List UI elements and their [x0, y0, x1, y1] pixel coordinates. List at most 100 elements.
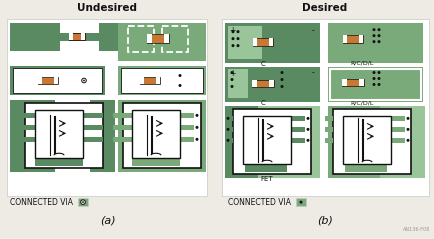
Bar — [83, 113, 103, 118]
Circle shape — [306, 117, 309, 120]
Bar — [290, 138, 304, 143]
Bar — [164, 34, 169, 43]
Bar — [224, 116, 233, 121]
Circle shape — [377, 77, 380, 80]
Circle shape — [226, 128, 229, 131]
Bar — [344, 164, 386, 172]
Bar — [118, 100, 206, 172]
Circle shape — [231, 44, 234, 47]
Bar — [324, 116, 332, 121]
Bar — [342, 116, 390, 164]
Bar — [130, 28, 151, 50]
Circle shape — [372, 71, 375, 74]
Circle shape — [236, 44, 239, 47]
Bar — [244, 164, 286, 172]
Circle shape — [405, 117, 408, 120]
Circle shape — [236, 30, 239, 33]
Bar — [251, 80, 273, 87]
Circle shape — [377, 28, 380, 31]
Bar — [155, 76, 160, 85]
Bar — [290, 116, 304, 121]
Bar — [10, 23, 60, 51]
Bar — [93, 33, 111, 41]
Circle shape — [236, 37, 239, 40]
Bar — [358, 35, 362, 43]
Text: C: C — [260, 100, 265, 106]
Bar — [224, 138, 233, 143]
Bar — [253, 38, 257, 46]
Text: CONNECTED VIA: CONNECTED VIA — [10, 198, 73, 207]
Bar — [38, 76, 42, 85]
Bar — [69, 33, 72, 40]
Circle shape — [377, 71, 380, 74]
Bar — [180, 137, 194, 142]
Circle shape — [280, 78, 283, 81]
Bar — [379, 106, 424, 178]
Circle shape — [83, 80, 85, 81]
Bar — [111, 23, 141, 51]
Circle shape — [80, 199, 85, 205]
Bar — [257, 106, 319, 178]
Bar — [99, 23, 115, 51]
Bar — [140, 76, 160, 85]
Bar — [60, 33, 78, 41]
Text: R/C/D/L: R/C/D/L — [349, 60, 373, 65]
Bar — [327, 106, 424, 178]
Text: (a): (a) — [100, 215, 115, 225]
Bar — [164, 28, 186, 50]
Bar — [227, 69, 247, 98]
Circle shape — [195, 126, 198, 129]
Bar — [269, 80, 273, 87]
Bar — [118, 65, 206, 95]
Circle shape — [81, 78, 87, 83]
Bar — [90, 100, 115, 172]
Circle shape — [231, 37, 234, 40]
Bar — [13, 68, 102, 93]
Bar — [121, 68, 203, 93]
Text: CONNECTED VIA: CONNECTED VIA — [227, 198, 290, 207]
Text: FET: FET — [260, 176, 273, 182]
Circle shape — [230, 71, 233, 74]
Text: +: + — [228, 69, 235, 77]
Bar — [111, 23, 141, 51]
Circle shape — [82, 201, 84, 203]
Bar — [224, 66, 319, 103]
Text: R/C/D/L: R/C/D/L — [349, 100, 373, 105]
Bar — [224, 23, 319, 63]
Bar — [78, 198, 88, 206]
Circle shape — [82, 79, 85, 82]
Bar — [251, 80, 256, 87]
Bar — [161, 26, 187, 52]
Bar — [113, 113, 133, 118]
Bar — [132, 158, 180, 166]
Circle shape — [280, 85, 283, 88]
Circle shape — [377, 34, 380, 37]
Text: Undesired: Undesired — [77, 3, 137, 13]
Bar — [123, 103, 201, 168]
Bar — [390, 127, 404, 132]
Text: AN136-F08: AN136-F08 — [402, 227, 429, 232]
Bar — [35, 110, 83, 158]
Bar — [390, 116, 404, 121]
Bar — [290, 127, 304, 132]
Bar — [327, 66, 422, 103]
Circle shape — [372, 28, 375, 31]
Bar — [327, 23, 422, 63]
Bar — [128, 26, 154, 52]
Bar — [147, 34, 169, 43]
Bar — [332, 109, 410, 174]
Bar — [341, 79, 346, 87]
Text: (b): (b) — [316, 215, 332, 225]
Bar — [69, 33, 85, 40]
Bar — [140, 76, 144, 85]
Circle shape — [377, 40, 380, 43]
Bar — [15, 125, 35, 130]
Circle shape — [226, 117, 229, 120]
Bar — [60, 33, 74, 41]
Bar — [224, 106, 319, 178]
Bar — [324, 127, 332, 132]
Bar — [253, 38, 273, 46]
Bar — [81, 33, 85, 40]
Bar — [69, 33, 85, 40]
Circle shape — [306, 128, 309, 131]
